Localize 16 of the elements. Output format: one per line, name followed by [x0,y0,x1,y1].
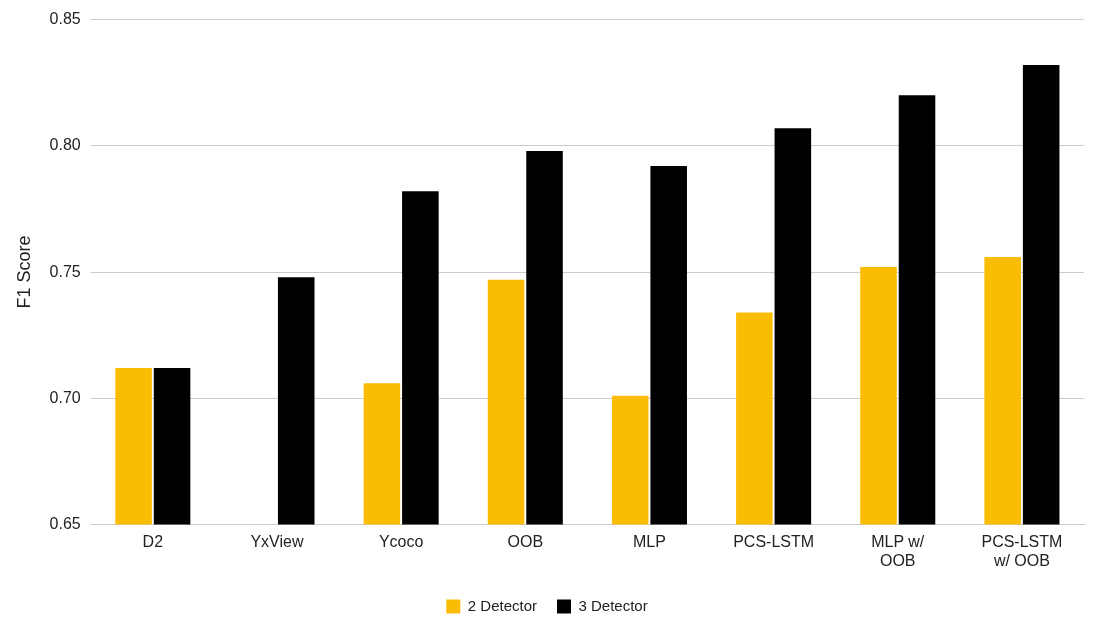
y-tick-label: 0.75 [49,262,81,280]
x-tick-label: PCS-LSTM w/ OOB [981,532,1063,569]
x-tick-label: YxView [250,532,304,550]
x-tick-label: MLP [633,532,666,550]
legend-label: 3 Detector [578,596,648,614]
x-tick-label: Ycoco [378,532,424,550]
y-axis-title: F1 Score [13,235,34,309]
y-tick-label: 0.65 [49,515,81,533]
y-tick-label: 0.80 [49,136,81,154]
x-tick-label: OOB [507,532,544,550]
x-tick-label: PCS-LSTM [733,532,815,550]
y-tick-label: 0.85 [49,10,81,28]
y-tick-label: 0.70 [49,388,81,406]
x-tick-label: D2 [142,532,164,550]
legend-label: 2 Detector [467,596,537,614]
x-tick-label: MLP w/ OOB [871,532,925,569]
